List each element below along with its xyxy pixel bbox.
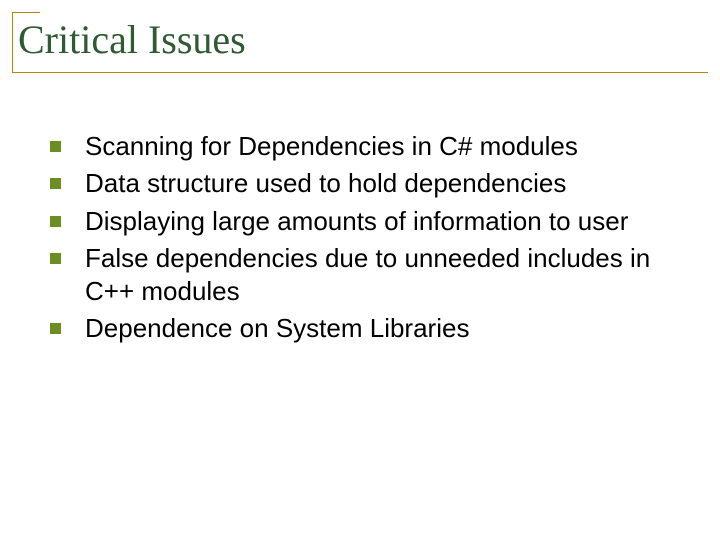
list-item-text: Data structure used to hold dependencies (85, 167, 566, 200)
bullet-icon (50, 178, 61, 189)
list-item: Displaying large amounts of information … (50, 205, 680, 238)
list-item-text: Dependence on System Libraries (85, 312, 469, 345)
bullet-icon (50, 216, 61, 227)
list-item: Data structure used to hold dependencies (50, 167, 680, 200)
list-item: Dependence on System Libraries (50, 312, 680, 345)
title-rule-bottom (12, 72, 708, 73)
bullet-icon (50, 253, 61, 264)
slide-body: Scanning for Dependencies in C# modules … (50, 130, 680, 350)
list-item-text: Displaying large amounts of information … (85, 205, 628, 238)
list-item-text: Scanning for Dependencies in C# modules (85, 130, 578, 163)
title-rule-top (12, 12, 40, 13)
slide: Critical Issues Scanning for Dependencie… (0, 0, 720, 540)
slide-title: Critical Issues (18, 18, 246, 62)
title-rule-vert (12, 12, 13, 72)
bullet-icon (50, 141, 61, 152)
list-item: Scanning for Dependencies in C# modules (50, 130, 680, 163)
list-item: False dependencies due to unneeded inclu… (50, 242, 680, 309)
bullet-icon (50, 323, 61, 334)
list-item-text: False dependencies due to unneeded inclu… (85, 242, 680, 309)
